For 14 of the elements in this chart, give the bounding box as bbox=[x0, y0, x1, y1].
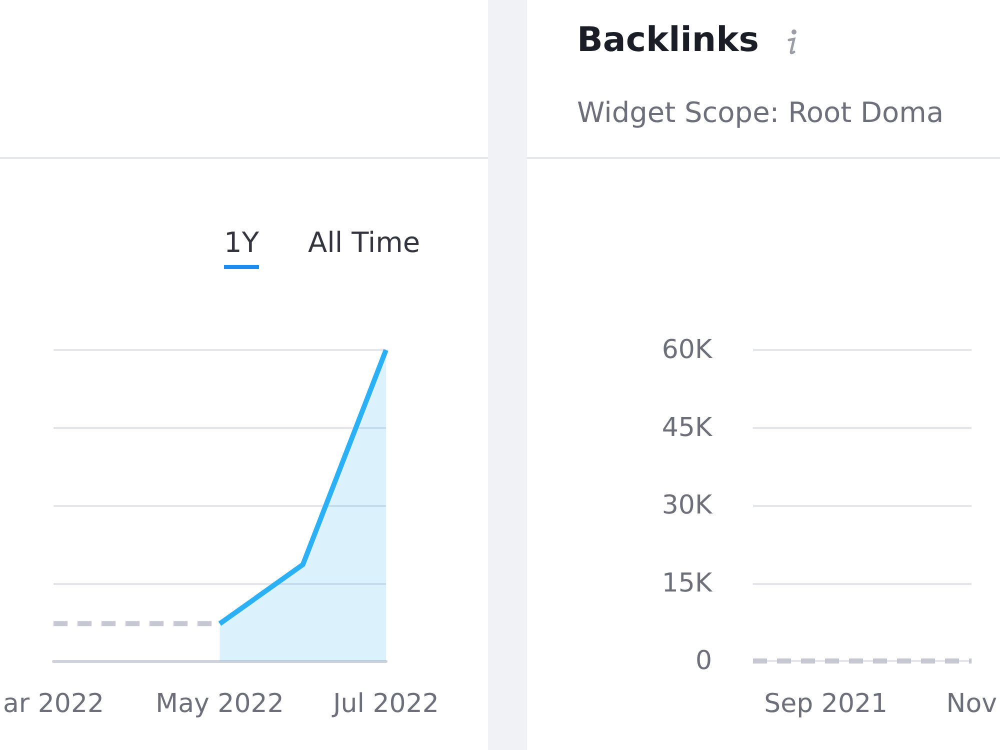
chart-title: Backlinks bbox=[577, 20, 759, 60]
text: All Time bbox=[308, 226, 420, 259]
chart-subtitle: Widget Scope: Root Doma bbox=[577, 96, 944, 129]
text: 1Y bbox=[224, 226, 259, 269]
x-tick-label: Sep 2021 bbox=[764, 689, 888, 719]
y-tick-label: 15K bbox=[662, 568, 713, 598]
x-tick-label: Nov bbox=[946, 689, 998, 719]
x-tick-label: May 2022 bbox=[156, 689, 284, 719]
x-tick-label: Jul 2022 bbox=[331, 689, 439, 719]
y-tick-label: 60K bbox=[662, 335, 713, 365]
y-tick-label: 30K bbox=[662, 490, 713, 520]
y-tick-label: 0 bbox=[695, 646, 712, 676]
y-tick-label: 45K bbox=[662, 412, 713, 443]
x-tick-label: ar 2022 bbox=[2, 689, 104, 719]
